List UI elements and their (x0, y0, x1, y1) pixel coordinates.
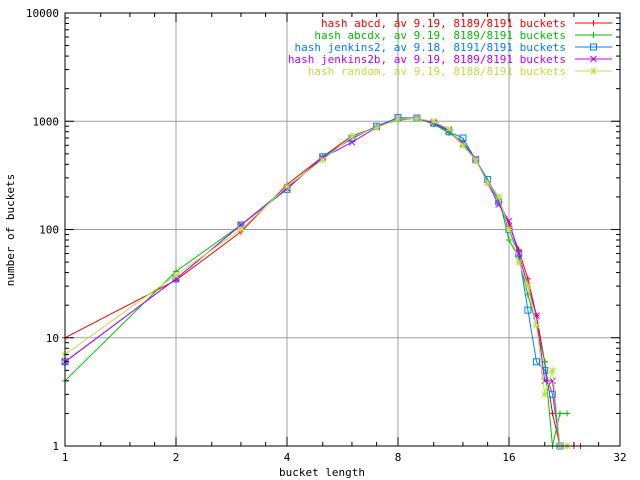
series-4-point-19 (541, 390, 549, 398)
series-line-1 (64, 117, 568, 447)
x-axis-label: bucket length (279, 466, 365, 479)
series-2-point-11 (459, 134, 467, 142)
legend-marker-1 (590, 32, 597, 38)
y-tick-label-0: 1 (52, 440, 59, 453)
series-4-point-9 (430, 117, 438, 125)
series-4-point-12 (472, 156, 480, 164)
series-0 (62, 115, 584, 449)
series-4-point-3 (283, 183, 291, 190)
x-tick-label-1: 2 (173, 451, 180, 464)
series-4-point-1 (172, 271, 180, 279)
legend-label-4: hash random, av 9.19, 8188/8191 buckets (308, 65, 566, 78)
series-line-0 (64, 117, 581, 447)
series-4-point-2 (237, 226, 245, 233)
series-line-4 (64, 117, 568, 447)
legend-label-0: hash abcd, av 9.19, 8189/8191 buckets (321, 17, 566, 30)
series-2-point-20 (549, 390, 557, 398)
legend-marker-3 (590, 55, 597, 63)
legend-label-1: hash abcdx, av 9.19, 8189/8191 buckets (314, 29, 566, 42)
legend-marker-4 (590, 67, 597, 75)
series-2-point-17 (524, 306, 532, 314)
series-4-point-18 (533, 322, 540, 329)
series-3-point-20 (549, 377, 556, 385)
series-4-point-13 (484, 179, 491, 187)
series-4-point-16 (515, 258, 523, 266)
series-layer (61, 114, 584, 450)
series-1-point-22 (564, 410, 571, 417)
axis-ticks (64, 12, 621, 447)
series-2-point-18 (533, 358, 541, 366)
series-4-point-8 (413, 115, 421, 122)
series-4-point-10 (445, 125, 453, 133)
legend-label-3: hash jenkins2b, av 9.19, 8189/8191 bucke… (288, 53, 566, 66)
x-tick-label-4: 16 (502, 451, 515, 464)
x-tick-label-2: 4 (284, 451, 291, 464)
tick-labels: 1 2 4 8 16 32 1 10 100 1000 10000 (26, 7, 627, 464)
series-1-point-15 (506, 236, 512, 243)
series-4-point-4 (319, 156, 327, 164)
series-4-point-11 (459, 141, 467, 149)
series-4-point-14 (495, 193, 503, 201)
x-tick-label-5: 32 (613, 451, 626, 464)
y-tick-label-1: 10 (46, 332, 59, 345)
y-tick-label-4: 10000 (26, 7, 59, 20)
series-4-point-5 (348, 133, 356, 141)
series-3-point-5 (348, 138, 356, 146)
x-tick-label-0: 1 (62, 451, 69, 464)
legend-marker-0 (590, 20, 597, 26)
x-tick-label-3: 8 (395, 451, 402, 464)
series-4-point-7 (394, 115, 402, 123)
y-tick-label-3: 1000 (33, 115, 60, 128)
legend-label-2: hash jenkins2, av 9.18, 8191/8191 bucket… (294, 41, 566, 54)
series-4 (61, 115, 571, 450)
legend-marker-2 (590, 43, 597, 51)
series-4-point-6 (373, 124, 380, 132)
series-0-point-20 (549, 410, 556, 417)
series-4-point-20 (549, 366, 556, 374)
series-1-point-21 (556, 410, 563, 417)
series-4-point-17 (524, 282, 532, 290)
legend: hash abcd, av 9.19, 8189/8191 bucketshas… (288, 17, 612, 78)
y-tick-label-2: 100 (39, 224, 59, 237)
y-axis-label: number of buckets (4, 174, 17, 287)
series-4-point-15 (505, 226, 513, 233)
